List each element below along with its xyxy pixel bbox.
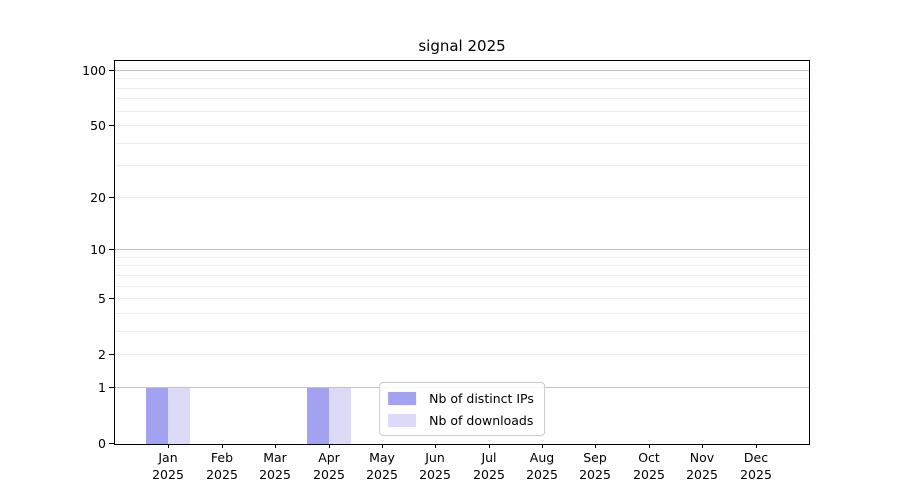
x-axis-tick [435,444,436,448]
y-axis-tick [109,387,114,388]
x-axis-label: Dec 2025 [724,449,788,483]
legend-swatch [388,391,417,405]
legend-swatch [388,413,417,427]
x-axis-tick [756,444,757,448]
y-axis-tick [109,70,114,71]
x-axis-label-month: Jun [425,450,445,465]
x-axis-tick [649,444,650,448]
x-axis-label-month: Sep [583,450,607,465]
x-axis-label: Jul 2025 [457,449,521,483]
x-axis-label-month: Apr [318,450,340,465]
x-axis-label: Feb 2025 [190,449,254,483]
x-axis-label-year: 2025 [206,467,238,482]
legend-entry: Nb of downloads [388,410,534,430]
minor-gridline [115,87,809,89]
y-axis-label: 100 [82,63,106,78]
minor-gridline [115,265,809,267]
x-axis-label-year: 2025 [366,467,398,482]
x-axis-tick [595,444,596,448]
x-axis-label: Jun 2025 [403,449,467,483]
y-axis-label: 10 [90,242,106,257]
x-axis-tick [702,444,703,448]
x-axis-label-month: Jan [158,450,178,465]
x-axis-label-month: Dec [743,450,769,465]
minor-gridline [115,298,809,300]
x-axis-label-month: May [369,450,395,465]
x-axis-label-month: Oct [638,450,660,465]
x-axis-label-year: 2025 [152,467,184,482]
x-axis-label-month: Jul [481,450,497,465]
legend-label: Nb of distinct IPs [429,390,534,406]
bar-downloads [168,388,190,444]
x-axis-label: Mar 2025 [243,449,307,483]
bar-distinct-ips [146,388,168,444]
x-axis-tick [382,444,383,448]
major-gridline [115,69,809,71]
x-axis-label-year: 2025 [579,467,611,482]
y-axis-tick [109,354,114,355]
minor-gridline [115,312,809,314]
y-axis-tick [109,443,114,444]
x-axis-label-year: 2025 [259,467,291,482]
y-axis-tick [109,125,114,126]
y-axis-label: 0 [98,436,106,451]
y-axis-label: 1 [98,380,106,395]
x-axis-label: Jan 2025 [136,449,200,483]
x-axis-tick [168,444,169,448]
x-axis-label: Nov 2025 [670,449,734,483]
x-axis-label-month: Mar [263,450,287,465]
y-axis-tick [109,249,114,250]
legend: Nb of distinct IPs Nb of downloads [379,382,545,436]
chart-title: signal 2025 [418,37,506,55]
minor-gridline [115,285,809,287]
x-axis-label-year: 2025 [313,467,345,482]
major-gridline [115,249,809,251]
minor-gridline [115,165,809,167]
y-axis-label: 5 [98,291,106,306]
x-axis-label-month: Aug [529,450,555,465]
y-axis-label: 20 [90,190,106,205]
minor-gridline [115,142,809,144]
x-axis-tick [222,444,223,448]
x-axis-label: May 2025 [350,449,414,483]
x-axis-tick [489,444,490,448]
minor-gridline [115,354,809,356]
minor-gridline [115,256,809,258]
minor-gridline [115,196,809,198]
x-axis-tick [329,444,330,448]
x-axis-tick [275,444,276,448]
x-axis-label: Aug 2025 [510,449,574,483]
x-axis-tick [542,444,543,448]
x-axis-label-year: 2025 [419,467,451,482]
x-axis-label-year: 2025 [526,467,558,482]
legend-label: Nb of downloads [429,412,534,428]
y-axis-label: 2 [98,347,106,362]
minor-gridline [115,98,809,100]
legend-entry: Nb of distinct IPs [388,388,534,408]
x-axis-label: Apr 2025 [297,449,361,483]
bar-downloads [329,388,351,444]
minor-gridline [115,78,809,80]
x-axis-label: Oct 2025 [617,449,681,483]
x-axis-label-year: 2025 [686,467,718,482]
x-axis-label-month: Nov [689,450,715,465]
x-axis-label-year: 2025 [633,467,665,482]
y-axis-label: 50 [90,118,106,133]
x-axis-label: Sep 2025 [563,449,627,483]
x-axis-label-year: 2025 [473,467,505,482]
plot-area: Nb of distinct IPs Nb of downloads [114,60,810,445]
minor-gridline [115,330,809,332]
x-axis-label-month: Feb [210,450,234,465]
minor-gridline [115,274,809,276]
x-axis-label-year: 2025 [740,467,772,482]
bar-distinct-ips [307,388,329,444]
minor-gridline [115,125,809,127]
minor-gridline [115,110,809,112]
y-axis-tick [109,298,114,299]
y-axis-tick [109,197,114,198]
